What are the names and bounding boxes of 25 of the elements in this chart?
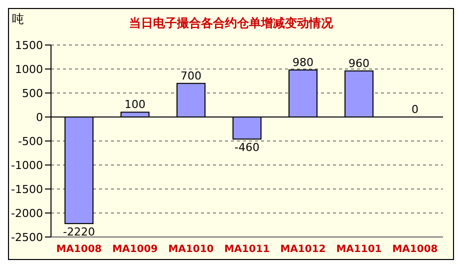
y-tick-label: 1000 xyxy=(15,62,43,76)
y-tick-label: -1500 xyxy=(11,182,43,196)
x-tick-label: MA1008 xyxy=(392,244,438,256)
x-tick-label: MA1008 xyxy=(56,244,102,256)
y-tick-label: 500 xyxy=(22,86,43,100)
y-axis-title: 吨 xyxy=(12,11,24,28)
x-tick-label: MA1012 xyxy=(280,244,326,256)
x-tick-label: MA1010 xyxy=(168,244,214,256)
x-tick-label: MA1101 xyxy=(336,244,382,256)
data-label: 0 xyxy=(412,103,418,116)
x-tick-label: MA1011 xyxy=(224,244,270,256)
data-label: -2220 xyxy=(63,226,95,239)
data-label: 100 xyxy=(124,98,146,112)
data-label: 960 xyxy=(348,56,370,70)
x-tick-label: MA1009 xyxy=(112,244,158,256)
y-tick-label: -2500 xyxy=(11,230,43,244)
data-label: 700 xyxy=(180,69,202,82)
y-tick-label: -1000 xyxy=(11,158,43,172)
y-tick-label: 0 xyxy=(36,110,43,124)
chart-title: 当日电子撮合各合约仓单增减变动情况 xyxy=(129,16,333,30)
data-label: 980 xyxy=(292,56,314,69)
data-label: -460 xyxy=(234,141,260,154)
y-tick-label: -2000 xyxy=(11,206,43,220)
y-tick-label: -500 xyxy=(18,134,43,148)
y-tick-label: 1500 xyxy=(15,38,43,52)
